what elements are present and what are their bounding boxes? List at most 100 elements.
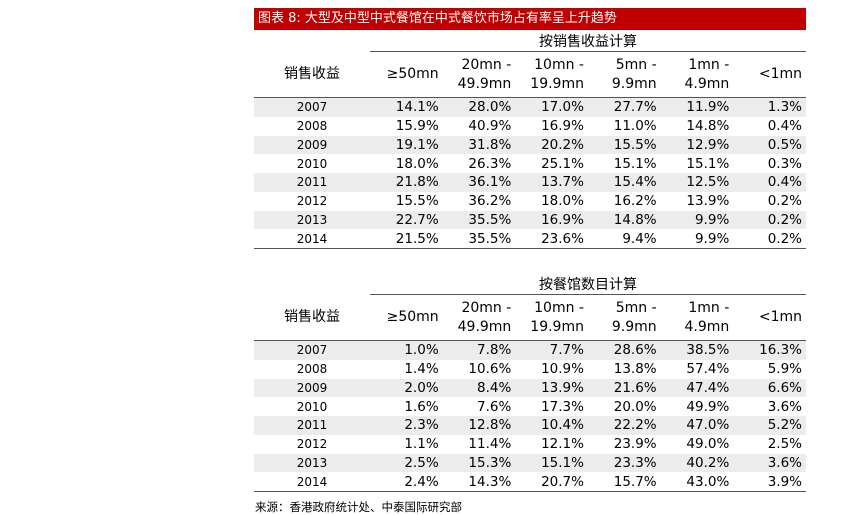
value-cell: 36.1% — [442, 173, 516, 192]
value-cell: 43.0% — [660, 472, 734, 493]
table-row: 2011 2.3% 12.8% 10.4% 22.2% 47.0% 5.2% — [254, 416, 806, 435]
column-header-line1: 10mn - — [534, 56, 584, 73]
value-cell: 35.5% — [442, 229, 516, 250]
value-cell: 16.9% — [515, 210, 588, 230]
value-cell: 13.8% — [613, 361, 657, 378]
value-cell: 26.3% — [468, 155, 512, 172]
table-row: 2007 14.1% 28.0% 17.0% 27.7% 11.9% 1.3% — [254, 97, 806, 117]
column-header: 20mn - 49.9mn — [442, 51, 516, 98]
value-cell: 2.0% — [370, 378, 443, 398]
value-cell: 49.9% — [686, 398, 730, 415]
table-row: 2008 1.4% 10.6% 10.9% 13.8% 57.4% 5.9% — [254, 360, 806, 379]
value-cell: 1.3% — [733, 97, 806, 117]
table-row: 2013 2.5% 15.3% 15.1% 23.3% 40.2% 3.6% — [254, 453, 806, 473]
value-cell: 15.7% — [587, 472, 661, 493]
value-cell: 25.1% — [541, 155, 584, 172]
column-header-line1: 5mn - — [615, 299, 657, 316]
value-cell: 15.4% — [587, 173, 661, 192]
column-header: 20mn - 49.9mn — [442, 294, 516, 341]
value-cell: 15.3% — [442, 453, 516, 473]
value-cell: 2.5% — [767, 436, 802, 453]
value-cell: 15.1% — [613, 155, 657, 172]
column-header-line1: ≥50mn — [386, 66, 439, 82]
source-note: 来源：香港政府统计处、中泰国际研究部 — [255, 500, 462, 514]
value-cell: 0.4% — [767, 118, 802, 135]
corner-cell — [254, 30, 370, 52]
share-table-2: 按餐馆数目计算 销售收益 ≥50mn 20mn - 49.9mn 10mn - 19.9mn… — [254, 273, 806, 493]
year-cell: 2011 — [254, 173, 370, 192]
value-cell: 12.9% — [660, 135, 734, 155]
column-header: 10mn - 19.9mn — [515, 51, 588, 98]
table-row: 2010 18.0% 26.3% 25.1% 15.1% 15.1% 0.3% — [254, 154, 806, 173]
value-cell: 22.7% — [370, 210, 443, 230]
value-cell: 11.9% — [660, 97, 734, 117]
table-spacer — [254, 249, 806, 273]
corner-cell — [254, 273, 370, 295]
value-cell: 13.7% — [515, 173, 588, 192]
value-cell: 0.2% — [767, 193, 802, 210]
table-row: 2007 1.0% 7.8% 7.7% 28.6% 38.5% 16.3% — [254, 340, 806, 360]
tables-container: 按销售收益计算 销售收益 ≥50mn 20mn - 49.9mn 10mn - 19.9mn… — [254, 30, 806, 493]
column-header-line1: ≥50mn — [386, 309, 439, 325]
value-cell: 21.6% — [587, 378, 661, 398]
year-cell: 2007 — [254, 97, 370, 117]
value-cell: 0.3% — [767, 155, 802, 172]
value-cell: 21.5% — [370, 229, 443, 250]
column-header: 5mn - 9.9mn — [587, 294, 661, 341]
column-header-line2: 49.9mn — [457, 75, 512, 92]
column-header: 5mn - 9.9mn — [587, 51, 661, 98]
value-cell: 40.9% — [468, 118, 512, 135]
column-header: <1mn — [733, 51, 806, 98]
column-header: <1mn — [733, 294, 806, 341]
value-cell: 23.3% — [587, 453, 661, 473]
value-cell: 20.7% — [515, 472, 588, 493]
value-cell: 11.0% — [613, 118, 657, 135]
report-figure: 图表 8: 大型及中型中式餐馆在中式餐饮市场占有率呈上升趋势 按销售收益计算 销售… — [254, 8, 806, 515]
value-cell: 16.3% — [733, 340, 806, 360]
value-cell: 13.9% — [686, 193, 730, 210]
column-header: 1mn - 4.9mn — [660, 51, 734, 98]
year-cell: 2012 — [296, 194, 328, 209]
value-cell: 20.0% — [613, 398, 657, 415]
figure-title: 图表 8: 大型及中型中式餐馆在中式餐饮市场占有率呈上升趋势 — [254, 8, 806, 30]
year-cell: 2008 — [296, 119, 328, 134]
group-title: 按销售收益计算 — [370, 30, 806, 52]
value-cell: 15.9% — [395, 118, 439, 135]
table-row: 2012 15.5% 36.2% 18.0% 16.2% 13.9% 0.2% — [254, 192, 806, 211]
year-cell: 2010 — [296, 156, 328, 171]
table-row: 2011 21.8% 36.1% 13.7% 15.4% 12.5% 0.4% — [254, 173, 806, 192]
year-cell: 2014 — [254, 229, 370, 250]
value-cell: 15.1% — [686, 155, 730, 172]
value-cell: 3.9% — [733, 472, 806, 493]
column-header-line1: 1mn - — [688, 299, 730, 316]
value-cell: 7.6% — [477, 398, 512, 415]
value-cell: 47.0% — [660, 416, 734, 435]
table-row: 2008 15.9% 40.9% 16.9% 11.0% 14.8% 0.4% — [254, 117, 806, 136]
value-cell: 14.8% — [587, 210, 661, 230]
value-cell: 2.5% — [370, 453, 443, 473]
value-cell: 2.3% — [370, 416, 443, 435]
value-cell: 9.9% — [660, 229, 734, 250]
value-cell: 0.2% — [733, 210, 806, 230]
value-cell: 15.1% — [515, 453, 588, 473]
value-cell: 14.3% — [442, 472, 516, 493]
value-cell: 3.6% — [733, 453, 806, 473]
value-cell: 36.2% — [468, 193, 512, 210]
value-cell: 40.2% — [660, 453, 734, 473]
table-row: 2014 21.5% 35.5% 23.6% 9.4% 9.9% 0.2% — [254, 229, 806, 250]
column-header-line2: 4.9mn — [684, 75, 730, 92]
value-cell: 7.7% — [515, 340, 588, 360]
value-cell: 17.3% — [541, 398, 584, 415]
column-header-line2: 49.9mn — [457, 318, 512, 335]
value-cell: 22.2% — [587, 416, 661, 435]
value-cell: 23.6% — [515, 229, 588, 250]
column-header-line1: 20mn - — [461, 56, 512, 73]
year-cell: 2013 — [254, 210, 370, 230]
value-cell: 9.9% — [660, 210, 734, 230]
year-cell: 2014 — [254, 472, 370, 493]
column-header-line1: <1mn — [758, 309, 802, 325]
value-cell: 18.0% — [541, 193, 584, 210]
value-cell: 17.0% — [515, 97, 588, 117]
value-cell: 38.5% — [660, 340, 734, 360]
column-header-line1: 10mn - — [534, 299, 584, 316]
